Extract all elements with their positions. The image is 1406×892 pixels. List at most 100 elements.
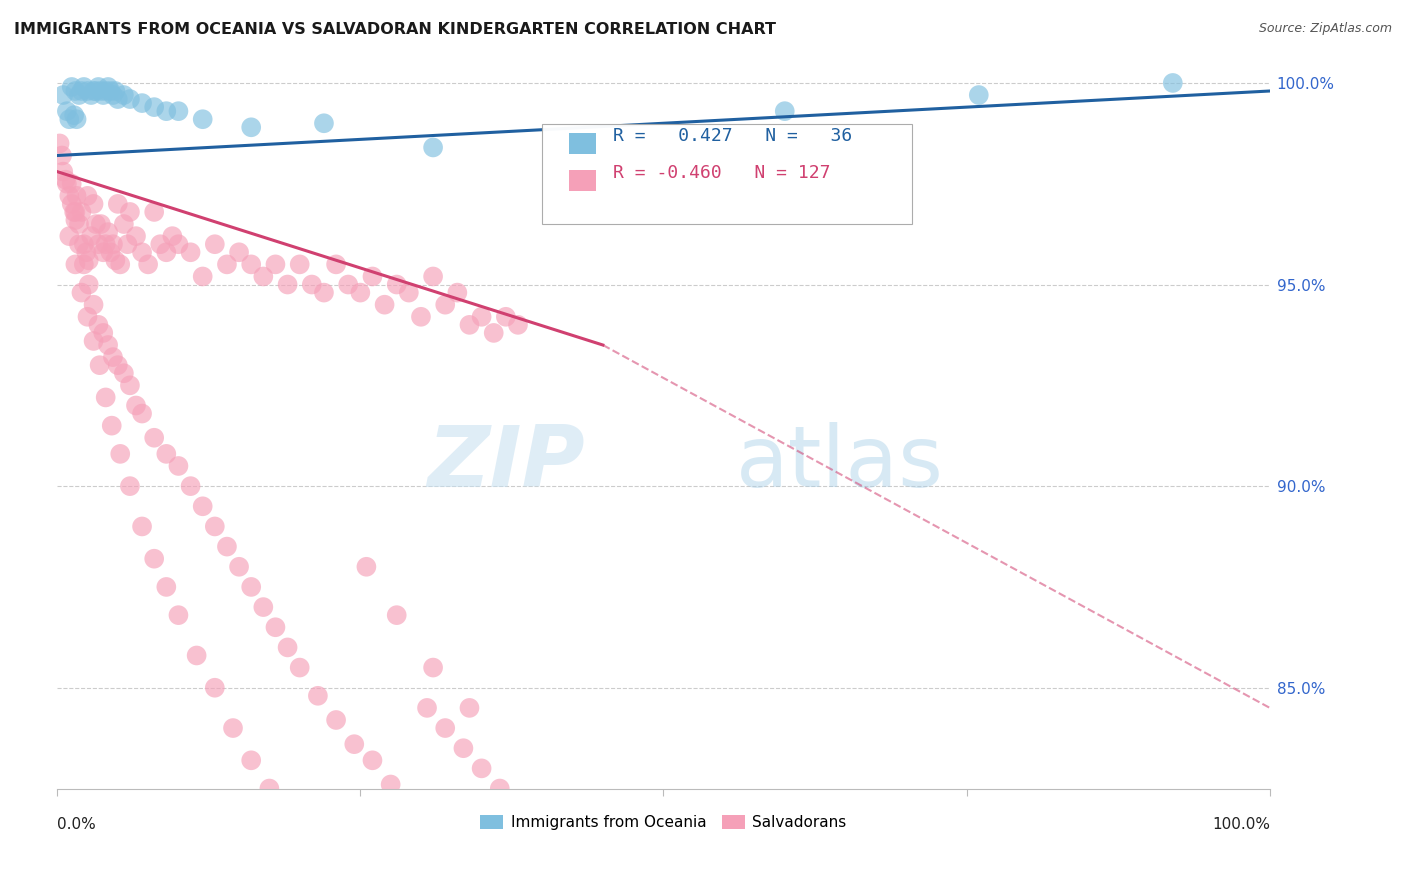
Point — [87, 237, 110, 252]
Point — [100, 418, 122, 433]
Point — [191, 269, 214, 284]
Point — [131, 96, 153, 111]
Point — [58, 229, 80, 244]
Point — [94, 84, 117, 98]
Point — [180, 479, 202, 493]
Point — [143, 431, 166, 445]
Point — [356, 559, 378, 574]
Point — [240, 580, 263, 594]
Point — [58, 112, 80, 127]
Point — [307, 689, 329, 703]
Point — [65, 257, 87, 271]
Point — [155, 580, 177, 594]
Point — [325, 257, 347, 271]
Point — [125, 399, 148, 413]
Point — [167, 608, 190, 623]
Point — [385, 277, 408, 292]
Point — [264, 257, 287, 271]
Point — [70, 84, 93, 98]
Point — [112, 217, 135, 231]
Point — [118, 205, 141, 219]
Point — [100, 84, 122, 98]
Point — [60, 197, 83, 211]
Point — [118, 479, 141, 493]
Point — [117, 237, 139, 252]
Point — [277, 640, 299, 655]
Text: atlas: atlas — [737, 423, 945, 506]
Point — [77, 277, 100, 292]
Point — [131, 519, 153, 533]
Point — [51, 148, 73, 162]
Point — [471, 761, 494, 775]
Point — [398, 802, 420, 816]
Point — [361, 269, 384, 284]
Point — [131, 245, 153, 260]
Point — [1161, 76, 1184, 90]
Point — [67, 88, 90, 103]
Point — [110, 447, 132, 461]
Point — [90, 84, 112, 98]
Bar — [569, 170, 596, 191]
Point — [75, 245, 97, 260]
Point — [374, 298, 396, 312]
Point — [83, 197, 105, 211]
Point — [100, 245, 122, 260]
Text: R =   0.427   N =   36: R = 0.427 N = 36 — [613, 127, 852, 145]
Point — [343, 737, 366, 751]
Point — [167, 237, 190, 252]
Point — [482, 326, 505, 340]
Bar — [569, 133, 596, 154]
Point — [506, 318, 529, 332]
Point — [277, 277, 299, 292]
Legend: Immigrants from Oceania, Salvadorans: Immigrants from Oceania, Salvadorans — [474, 809, 853, 836]
Point — [277, 810, 299, 824]
Point — [73, 237, 96, 252]
Point — [380, 777, 402, 791]
Point — [80, 229, 103, 244]
Point — [97, 338, 120, 352]
Point — [191, 112, 214, 127]
Point — [73, 79, 96, 94]
Point — [91, 88, 114, 103]
Point — [312, 116, 335, 130]
Point — [143, 205, 166, 219]
Point — [149, 237, 172, 252]
Point — [83, 298, 105, 312]
Point — [337, 277, 360, 292]
Point — [155, 447, 177, 461]
Point — [84, 84, 107, 98]
Point — [63, 205, 86, 219]
Point — [422, 660, 444, 674]
Point — [56, 177, 79, 191]
Point — [136, 257, 159, 271]
Point — [67, 217, 90, 231]
Point — [55, 172, 77, 186]
Point — [104, 84, 127, 98]
Point — [361, 753, 384, 767]
Point — [204, 237, 226, 252]
Point — [288, 257, 311, 271]
Point — [91, 326, 114, 340]
Point — [264, 620, 287, 634]
Point — [87, 318, 110, 332]
Point — [65, 84, 87, 98]
Point — [94, 237, 117, 252]
Point — [155, 245, 177, 260]
Text: 100.0%: 100.0% — [1212, 817, 1270, 832]
Point — [385, 608, 408, 623]
Point — [446, 285, 468, 300]
Point — [495, 310, 517, 324]
Text: IMMIGRANTS FROM OCEANIA VS SALVADORAN KINDERGARTEN CORRELATION CHART: IMMIGRANTS FROM OCEANIA VS SALVADORAN KI… — [14, 22, 776, 37]
Point — [65, 213, 87, 227]
Point — [112, 366, 135, 380]
Point — [252, 269, 274, 284]
Point — [58, 189, 80, 203]
Text: ZIP: ZIP — [427, 423, 585, 506]
Point — [453, 741, 475, 756]
Point — [967, 88, 990, 103]
Point — [83, 84, 105, 98]
Point — [204, 681, 226, 695]
FancyBboxPatch shape — [543, 125, 912, 224]
Point — [83, 334, 105, 348]
Point — [240, 257, 263, 271]
